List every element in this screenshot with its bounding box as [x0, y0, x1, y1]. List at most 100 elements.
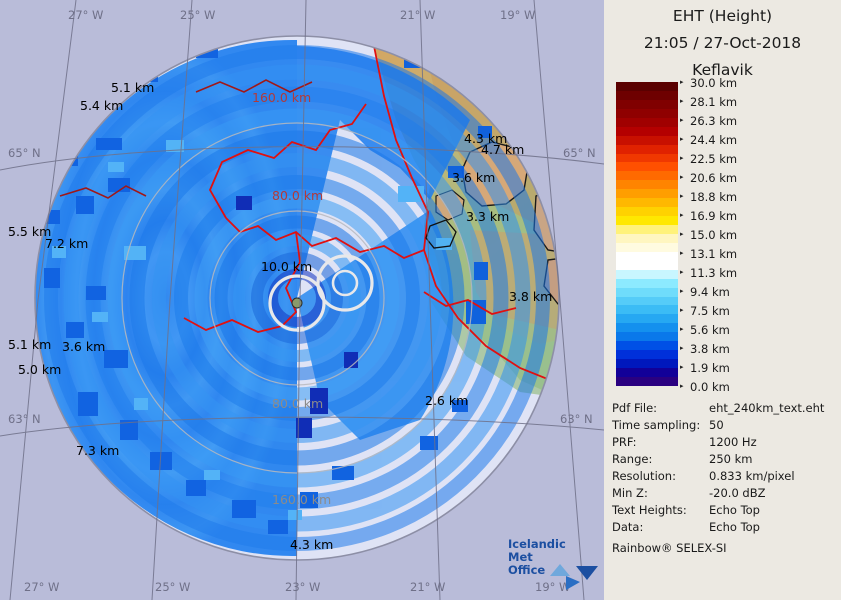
metadata-key: Data: — [612, 520, 644, 534]
colorbar-tick-icon: ▸ — [680, 268, 684, 276]
colorbar-segment — [616, 350, 678, 360]
colorbar-tick-label: 3.8 km — [690, 342, 730, 356]
graticule-label: 63° N — [560, 412, 593, 426]
graticule-label: 65° N — [8, 146, 41, 160]
colorbar-tick-label: 9.4 km — [690, 285, 730, 299]
colorbar-tick-icon: ▸ — [680, 97, 684, 105]
colorbar-segment — [616, 278, 678, 288]
metadata-list: Pdf File: eht_240km_text.eht Time sampling… — [612, 400, 841, 557]
metadata-row: Data: Echo Top — [612, 519, 841, 536]
colorbar-tick-label: 24.4 km — [690, 133, 738, 147]
colorbar-segment — [616, 225, 678, 234]
colorbar-segment — [616, 376, 678, 386]
colorbar-segment — [616, 126, 678, 136]
graticule-label: 65° N — [563, 146, 596, 160]
colorbar-tick-label: 22.5 km — [690, 152, 738, 166]
colorbar-segment — [616, 207, 678, 217]
radar-station-name: Keflavik — [692, 61, 753, 79]
colorbar-segment — [616, 359, 678, 368]
colorbar-tick-icon: ▸ — [680, 325, 684, 333]
metadata-value: 0.833 km/pixel — [709, 469, 795, 483]
colorbar-segment — [616, 260, 678, 270]
metadata-row: Resolution: 0.833 km/pixel — [612, 468, 841, 485]
metadata-key: Resolution: — [612, 469, 676, 483]
metadata-value: 50 — [709, 418, 724, 432]
colorbar-segment — [616, 180, 678, 190]
colorbar-segment — [616, 135, 678, 145]
metadata-key: Pdf File: — [612, 401, 658, 415]
graticule-label: 19° W — [535, 580, 571, 594]
metadata-row: Range: 250 km — [612, 451, 841, 468]
colorbar-tick-label: 28.1 km — [690, 95, 738, 109]
colorbar-segment — [616, 251, 678, 261]
colorbar-tick-label: 11.3 km — [690, 266, 738, 280]
colorbar-tick-label: 20.6 km — [690, 171, 738, 185]
colorbar-segment — [616, 305, 678, 315]
colorbar-tick-label: 1.9 km — [690, 361, 730, 375]
graticule-label: 25° W — [180, 8, 216, 22]
radar-map-graphic — [0, 0, 604, 600]
colorbar-segment — [616, 269, 678, 279]
colorbar-segment — [616, 314, 678, 324]
colorbar-segment — [616, 341, 678, 351]
colorbar-segment — [616, 82, 678, 91]
logo-line-1: Icelandic Met — [508, 537, 566, 564]
colorbar-segment — [616, 117, 678, 127]
metadata-key: Range: — [612, 452, 653, 466]
colorbar-segment — [616, 108, 678, 118]
colorbar-tick-label: 0.0 km — [690, 380, 730, 394]
range-ring-label: 160.0 km — [252, 90, 312, 105]
metadata-value: Echo Top — [709, 520, 760, 534]
colorbar-segment — [616, 323, 678, 333]
colorbar-tick-label: 16.9 km — [690, 209, 738, 223]
colorbar-tick-label: 18.8 km — [690, 190, 738, 204]
colorbar-tick-icon: ▸ — [680, 287, 684, 295]
graticule-label: 63° N — [8, 412, 41, 426]
colorbar-tick-icon: ▸ — [680, 135, 684, 143]
logo-arrows-icon — [550, 564, 598, 590]
metadata-key: PRF: — [612, 435, 637, 449]
colorbar-tick-icon: ▸ — [680, 249, 684, 257]
graticule-label: 23° W — [285, 580, 321, 594]
colorbar-segment — [616, 233, 678, 243]
colorbar-legend: ▸ 30.0 km ▸ 28.1 km ▸ 26.3 km ▸ 24.4 km ▸ 22.5 km… — [614, 76, 838, 394]
colorbar-segment — [616, 153, 678, 163]
colorbar-tick-label: 13.1 km — [690, 247, 738, 261]
metadata-value: Echo Top — [709, 503, 760, 517]
radar-map-panel[interactable]: 27° W 25° W 21° W 19° W 27° W 25° W 23° W 21° W… — [0, 0, 604, 600]
graticule-label: 27° W — [24, 580, 60, 594]
colorbar-segment — [616, 287, 678, 297]
colorbar-segment — [616, 171, 678, 181]
colorbar-tick-icon: ▸ — [680, 173, 684, 181]
metadata-row: PRF: 1200 Hz — [612, 434, 841, 451]
metadata-row: Text Heights: Echo Top — [612, 502, 841, 519]
range-ring-label: 80.0 km — [272, 188, 324, 203]
graticule-label: 19° W — [500, 8, 536, 22]
range-ring-label: 80.0 km — [272, 396, 324, 411]
graticule-label: 21° W — [400, 8, 436, 22]
info-panel: EHT (Height) 21:05 / 27-Oct-2018 Keflavi… — [604, 0, 841, 600]
colorbar-segment — [616, 99, 678, 109]
colorbar-tick-icon: ▸ — [680, 363, 684, 371]
colorbar-tick-label: 30.0 km — [690, 76, 738, 90]
colorbar-tick-icon: ▸ — [680, 382, 684, 390]
colorbar-segment — [616, 332, 678, 342]
colorbar-segment — [616, 198, 678, 208]
metadata-key: Text Heights: — [612, 503, 687, 517]
colorbar-segment — [616, 90, 678, 100]
metadata-row: Min Z: -20.0 dBZ — [612, 485, 841, 502]
colorbar-segment — [616, 368, 678, 377]
colorbar-segment — [616, 144, 678, 154]
graticule-label: 27° W — [68, 8, 104, 22]
colorbar-segment — [616, 162, 678, 172]
vendor-brand: Rainbow® SELEX-SI — [612, 541, 727, 555]
colorbar-segment — [616, 189, 678, 199]
colorbar-tick-icon: ▸ — [680, 230, 684, 238]
colorbar-tick-label: 5.6 km — [690, 323, 730, 337]
colorbar-tick-label: 7.5 km — [690, 304, 730, 318]
metadata-key: Time sampling: — [612, 418, 701, 432]
metadata-value: -20.0 dBZ — [709, 486, 766, 500]
graticule-label: 25° W — [155, 580, 191, 594]
colorbar-segment — [616, 296, 678, 306]
icelandic-met-office-logo: Icelandic Met Office — [508, 537, 604, 590]
